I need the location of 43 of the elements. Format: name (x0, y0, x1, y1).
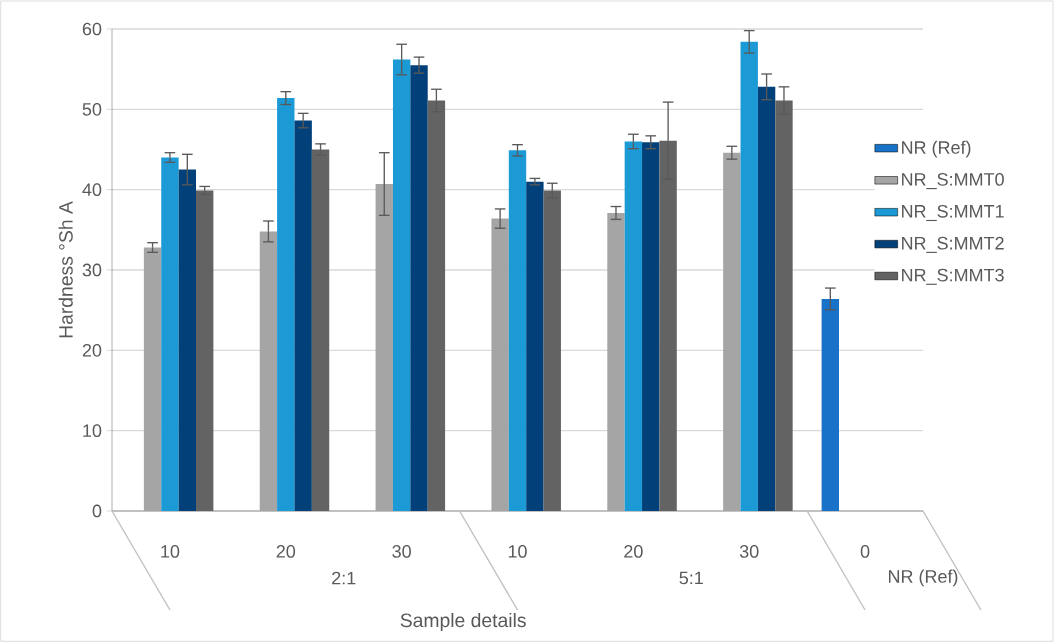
bar (508, 150, 527, 511)
y-tick-label: 40 (82, 183, 102, 197)
bar (526, 181, 544, 511)
y-tick-label: 10 (83, 424, 102, 438)
x-tick-label: 20 (624, 545, 643, 558)
bar (642, 142, 660, 511)
x-tick-label: 10 (508, 545, 527, 558)
bar (491, 218, 509, 511)
bar (375, 184, 393, 511)
bar (757, 86, 776, 511)
bar (294, 120, 312, 511)
bar (143, 247, 162, 511)
text: 2:1 (332, 571, 356, 585)
bar (821, 298, 839, 511)
x-tick-label: 0 (860, 545, 870, 558)
y-tick-label: 0 (92, 504, 102, 518)
bar (624, 141, 643, 511)
y-tick-label: 50 (82, 102, 102, 116)
legend-label: NR_S:MMT3 (902, 268, 1004, 285)
bar (392, 59, 411, 511)
bar (161, 157, 179, 511)
bar (277, 98, 295, 511)
y-axis-title: Hardness °Sh A (58, 201, 73, 338)
x-tick-label: 20 (276, 545, 296, 558)
bar (607, 212, 625, 511)
text: 5:1 (679, 571, 703, 585)
y-tick-label: 30 (82, 263, 102, 277)
text: NR (Ref) (888, 569, 958, 587)
bar (410, 65, 428, 511)
legend-label: NR (Ref) (902, 140, 971, 158)
legend-label: NR_S:MMT1 (902, 204, 1004, 222)
x-tick-label: 30 (392, 545, 411, 558)
bar (259, 231, 278, 511)
x-tick-label: 10 (161, 545, 180, 558)
bar (740, 41, 758, 511)
bar (723, 152, 741, 511)
y-tick-label: 20 (82, 343, 102, 357)
legend-label: NR_S:MMT2 (902, 236, 1004, 253)
x-tick-label: 30 (739, 545, 759, 558)
x-axis-title: Sample details (400, 612, 526, 631)
y-tick-label: 60 (82, 22, 102, 36)
bar (178, 169, 196, 511)
legend-label: NR_S:MMT0 (902, 173, 1004, 190)
